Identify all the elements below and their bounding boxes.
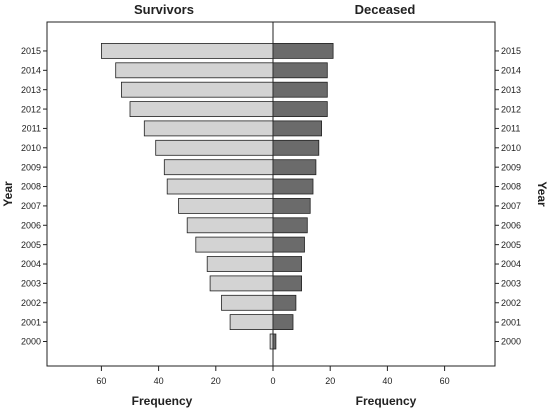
survivors-bar-2013 bbox=[121, 81, 274, 98]
y-tick-label-left-2014: 2014 bbox=[21, 66, 41, 76]
y-tick-label-left-2004: 2004 bbox=[21, 259, 41, 269]
y-tick-label-right-2002: 2002 bbox=[501, 298, 521, 308]
deceased-bar-2010 bbox=[272, 139, 320, 156]
y-axis-title-left: Year bbox=[1, 181, 15, 207]
y-tick-label-right-2015: 2015 bbox=[501, 46, 521, 56]
survivors-bar-2001 bbox=[229, 314, 274, 331]
y-tick-label-left-2007: 2007 bbox=[21, 201, 41, 211]
survivors-bar-2003 bbox=[209, 275, 274, 292]
x-tick-label-0: 60 bbox=[96, 376, 106, 386]
x-tick-label-5: 40 bbox=[382, 376, 392, 386]
left-x-axis-title: Frequency bbox=[132, 394, 193, 408]
y-tick-label-left-2012: 2012 bbox=[21, 104, 41, 114]
y-tick-label-right-2008: 2008 bbox=[501, 182, 521, 192]
y-tick-label-right-2001: 2001 bbox=[501, 317, 521, 327]
deceased-bar-2005 bbox=[272, 236, 305, 253]
bars-group bbox=[101, 43, 334, 350]
right-panel-title: Deceased bbox=[355, 2, 416, 17]
deceased-bar-2008 bbox=[272, 178, 314, 195]
right-x-axis-title: Frequency bbox=[356, 394, 417, 408]
survivors-bar-2002 bbox=[221, 294, 274, 311]
deceased-bar-2000 bbox=[272, 333, 277, 350]
deceased-bar-2007 bbox=[272, 197, 311, 214]
x-tick-label-1: 40 bbox=[154, 376, 164, 386]
deceased-bar-2013 bbox=[272, 81, 328, 98]
survivors-bar-2009 bbox=[163, 159, 274, 176]
survivors-bar-2014 bbox=[115, 62, 274, 79]
deceased-bar-2014 bbox=[272, 62, 328, 79]
y-tick-label-right-2005: 2005 bbox=[501, 240, 521, 250]
y-tick-label-right-2010: 2010 bbox=[501, 143, 521, 153]
deceased-bar-2011 bbox=[272, 120, 322, 137]
y-tick-label-right-2007: 2007 bbox=[501, 201, 521, 211]
y-tick-label-left-2009: 2009 bbox=[21, 162, 41, 172]
x-tick-label-2: 20 bbox=[211, 376, 221, 386]
x-tick-label-3: 0 bbox=[270, 376, 275, 386]
y-tick-label-right-2013: 2013 bbox=[501, 85, 521, 95]
y-tick-label-right-2000: 2000 bbox=[501, 337, 521, 347]
left-panel-title: Survivors bbox=[134, 2, 194, 17]
deceased-bar-2006 bbox=[272, 217, 308, 234]
deceased-bar-2001 bbox=[272, 314, 294, 331]
survivors-bar-2000 bbox=[269, 333, 274, 350]
x-ticks-group: 60 40 20 0 20 40 60 bbox=[96, 366, 450, 386]
survivors-bar-2010 bbox=[155, 139, 274, 156]
deceased-bar-2012 bbox=[272, 101, 328, 117]
survivors-bar-2006 bbox=[186, 217, 274, 234]
y-tick-label-left-2002: 2002 bbox=[21, 298, 41, 308]
y-tick-label-right-2003: 2003 bbox=[501, 279, 521, 289]
survivors-bar-2012 bbox=[129, 101, 274, 117]
survivors-bar-2011 bbox=[143, 120, 274, 137]
survivors-bar-2007 bbox=[178, 197, 274, 214]
deceased-bar-2002 bbox=[272, 294, 297, 311]
y-tick-label-left-2013: 2013 bbox=[21, 85, 41, 95]
deceased-bar-2009 bbox=[272, 159, 317, 176]
y-tick-label-left-2000: 2000 bbox=[21, 337, 41, 347]
survivors-bar-2005 bbox=[195, 236, 274, 253]
y-axis-title-right: Year bbox=[535, 181, 549, 207]
deceased-bar-2015 bbox=[272, 43, 334, 59]
y-tick-label-left-2010: 2010 bbox=[21, 143, 41, 153]
plot-frame bbox=[46, 21, 496, 367]
y-tick-label-right-2004: 2004 bbox=[501, 259, 521, 269]
y-tick-label-left-2006: 2006 bbox=[21, 220, 41, 230]
survivors-bar-2015 bbox=[101, 43, 274, 59]
survivors-bar-2004 bbox=[206, 256, 274, 272]
y-tick-label-right-2014: 2014 bbox=[501, 66, 521, 76]
year-labels-group: 2000 2000 2001 2001 2002 2002 2003 2003 2004 2004… bbox=[21, 46, 521, 347]
y-tick-label-left-2001: 2001 bbox=[21, 317, 41, 327]
y-tick-label-right-2011: 2011 bbox=[501, 124, 520, 134]
y-tick-label-left-2008: 2008 bbox=[21, 182, 41, 192]
y-tick-label-right-2012: 2012 bbox=[501, 104, 521, 114]
deceased-bar-2004 bbox=[272, 256, 303, 272]
deceased-bar-2003 bbox=[272, 275, 303, 292]
y-tick-label-left-2003: 2003 bbox=[21, 279, 41, 289]
y-tick-label-left-2011: 2011 bbox=[22, 124, 41, 134]
x-tick-label-4: 20 bbox=[325, 376, 335, 386]
y-tick-label-right-2006: 2006 bbox=[501, 220, 521, 230]
y-tick-label-left-2015: 2015 bbox=[21, 46, 41, 56]
survivors-bar-2008 bbox=[166, 178, 274, 195]
y-tick-label-left-2005: 2005 bbox=[21, 240, 41, 250]
y-tick-label-right-2009: 2009 bbox=[501, 162, 521, 172]
x-tick-label-6: 60 bbox=[440, 376, 450, 386]
